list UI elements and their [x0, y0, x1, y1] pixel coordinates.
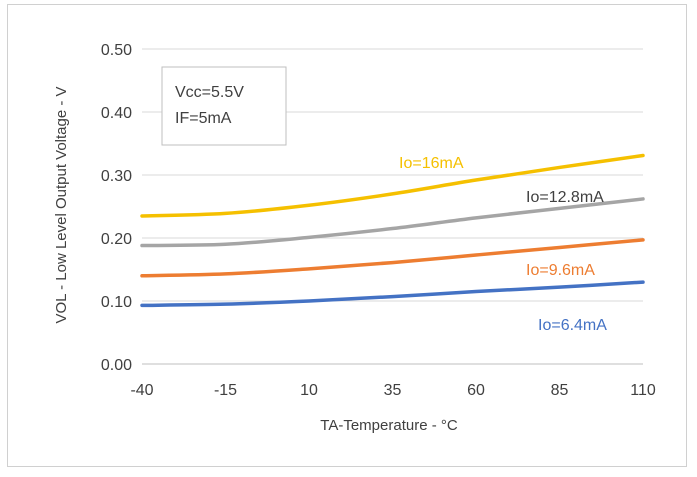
series-label-io-16ma: Io=16mA — [399, 155, 464, 172]
y-tick-label: 0.00 — [101, 357, 132, 374]
series-line-io-9-6ma — [140, 238, 645, 278]
annotation-line-1: Vcc=5.5V — [175, 84, 244, 101]
chart-frame: 0.00 0.10 0.20 0.30 0.40 0.50 -40 -15 10 35 60 85 11… — [7, 4, 687, 467]
x-tick-label: 85 — [551, 382, 569, 399]
x-tick-label: 10 — [300, 382, 318, 399]
annotation-box — [161, 66, 287, 146]
y-tick-label: 0.20 — [101, 231, 132, 248]
y-tick-label: 0.10 — [101, 294, 132, 311]
x-tick-label: 60 — [467, 382, 485, 399]
x-tick-label: 110 — [630, 382, 656, 399]
annotation-line-2: IF=5mA — [175, 110, 232, 127]
x-tick-label: -15 — [214, 382, 237, 399]
series-label-io-12-8ma: Io=12.8mA — [526, 189, 604, 206]
series-labels: Io=16mA Io=12.8mA Io=9.6mA Io=6.4mA — [399, 155, 607, 334]
series-line-io-6-4ma — [140, 280, 645, 308]
y-tick-label: 0.40 — [101, 105, 132, 122]
x-tick-label: -40 — [130, 382, 153, 399]
x-tick-label: 35 — [384, 382, 402, 399]
series-line-io-16ma — [140, 153, 645, 218]
series-label-io-6-4ma: Io=6.4mA — [538, 317, 607, 334]
y-tick-label: 0.30 — [101, 168, 132, 185]
x-axis-title: TA-Temperature - °C — [320, 417, 458, 434]
condition-annotation: Vcc=5.5V IF=5mA — [161, 66, 287, 146]
y-axis-title: VOL - Low Level Output Voltage - V — [53, 86, 70, 323]
y-tick-label: 0.50 — [101, 42, 132, 59]
axes: 0.00 0.10 0.20 0.30 0.40 0.50 -40 -15 10 35 60 85 11… — [101, 42, 656, 399]
line-chart: 0.00 0.10 0.20 0.30 0.40 0.50 -40 -15 10 35 60 85 11… — [53, 42, 656, 434]
series-layer — [140, 153, 645, 308]
series-label-io-9-6ma: Io=9.6mA — [526, 262, 595, 279]
series-line-io-12-8ma — [140, 197, 645, 248]
